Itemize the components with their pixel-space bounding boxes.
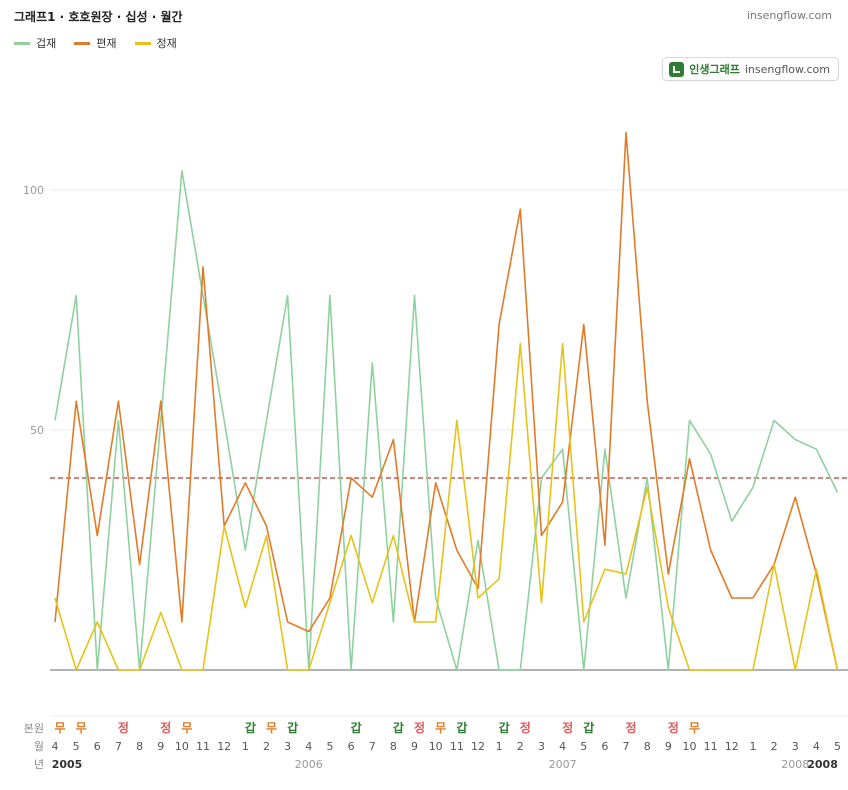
badge-site: insengflow.com bbox=[744, 62, 830, 76]
bonwon-label: 무 bbox=[76, 721, 87, 735]
bonwon-label: 무 bbox=[181, 721, 192, 735]
month-tick-label: 3 bbox=[284, 740, 291, 753]
month-tick-label: 8 bbox=[644, 740, 651, 753]
bonwon-label: 갑 bbox=[351, 721, 362, 735]
series-line-1 bbox=[54, 131, 839, 671]
month-tick-label: 2 bbox=[771, 740, 778, 753]
month-tick-label: 1 bbox=[496, 740, 503, 753]
month-tick-label: 9 bbox=[665, 740, 672, 753]
badge-brand: 인생그래프 bbox=[689, 63, 740, 76]
series-line-2 bbox=[54, 342, 839, 671]
site-url[interactable]: insengflow.com bbox=[746, 9, 832, 22]
month-tick-label: 10 bbox=[429, 740, 443, 753]
year-label: 2007 bbox=[549, 758, 577, 771]
y-tick-label: 100 bbox=[23, 184, 44, 197]
month-tick-label: 8 bbox=[136, 740, 143, 753]
month-tick-label: 12 bbox=[217, 740, 231, 753]
bonwon-label: 무 bbox=[54, 721, 65, 735]
month-tick-label: 3 bbox=[538, 740, 545, 753]
bonwon-label: 정 bbox=[414, 720, 425, 735]
brand-badge[interactable]: 인생그래프 insengflow.com bbox=[662, 57, 839, 81]
month-tick-label: 11 bbox=[704, 740, 718, 753]
month-tick-label: 12 bbox=[725, 740, 739, 753]
month-tick-label: 10 bbox=[683, 740, 697, 753]
month-tick-label: 1 bbox=[749, 740, 756, 753]
bonwon-label: 정 bbox=[160, 720, 171, 735]
bonwon-label: 정 bbox=[118, 720, 129, 735]
month-tick-label: 10 bbox=[175, 740, 189, 753]
month-tick-label: 6 bbox=[601, 740, 608, 753]
month-tick-label: 4 bbox=[52, 740, 59, 753]
bonwon-label: 무 bbox=[689, 721, 700, 735]
year-label: 2006 bbox=[295, 758, 323, 771]
month-tick-label: 2 bbox=[517, 740, 524, 753]
year-label: 2008 bbox=[807, 758, 838, 771]
month-tick-label: 1 bbox=[242, 740, 249, 753]
bonwon-label: 갑 bbox=[287, 721, 298, 735]
bonwon-label: 무 bbox=[435, 721, 446, 735]
bonwon-label: 정 bbox=[520, 720, 531, 735]
month-tick-label: 11 bbox=[450, 740, 464, 753]
month-tick-label: 9 bbox=[411, 740, 418, 753]
chart-icon bbox=[669, 61, 685, 77]
bonwon-label: 갑 bbox=[499, 721, 510, 735]
bonwon-label: 정 bbox=[668, 720, 679, 735]
month-tick-label: 9 bbox=[157, 740, 164, 753]
month-tick-label: 11 bbox=[196, 740, 210, 753]
bonwon-label: 무 bbox=[266, 721, 277, 735]
month-tick-label: 6 bbox=[348, 740, 355, 753]
bonwon-label: 갑 bbox=[456, 721, 467, 735]
month-tick-label: 6 bbox=[94, 740, 101, 753]
month-tick-label: 4 bbox=[813, 740, 820, 753]
month-tick-label: 3 bbox=[792, 740, 799, 753]
legend-swatch-geopjae bbox=[14, 41, 30, 45]
legend-swatch-jeongjae bbox=[134, 41, 151, 45]
legend-label-jeongjae: 정재 bbox=[156, 37, 177, 50]
bonwon-label: 갑 bbox=[245, 721, 256, 735]
month-tick-label: 4 bbox=[559, 740, 566, 753]
bonwon-label: 갑 bbox=[393, 721, 404, 735]
year-label: 2005 bbox=[52, 758, 83, 771]
month-tick-label: 7 bbox=[115, 740, 122, 753]
month-tick-label: 4 bbox=[305, 740, 312, 753]
bonwon-label: 정 bbox=[626, 720, 637, 735]
month-tick-label: 5 bbox=[834, 740, 841, 753]
month-tick-label: 7 bbox=[623, 740, 630, 753]
year-label: 2008 bbox=[781, 758, 809, 771]
legend-item-jeongjae[interactable]: 정재 bbox=[134, 35, 177, 51]
month-tick-label: 8 bbox=[390, 740, 397, 753]
row-label-month: 월 bbox=[34, 740, 44, 753]
row-label-year: 년 bbox=[34, 758, 44, 771]
bonwon-label: 정 bbox=[562, 720, 573, 735]
legend-item-pyeonjae[interactable]: 편재 bbox=[74, 35, 117, 51]
y-tick-label: 50 bbox=[30, 424, 44, 437]
month-tick-label: 2 bbox=[263, 740, 270, 753]
legend-label-geopjae: 겁재 bbox=[36, 37, 57, 50]
month-tick-label: 12 bbox=[471, 740, 485, 753]
month-tick-label: 5 bbox=[73, 740, 80, 753]
month-tick-label: 7 bbox=[369, 740, 376, 753]
series-line-0 bbox=[54, 170, 839, 671]
bonwon-label: 갑 bbox=[583, 721, 594, 735]
legend-swatch-pyeonjae bbox=[74, 41, 91, 45]
legend-item-geopjae[interactable]: 겁재 bbox=[14, 35, 56, 51]
legend: 겁재 편재 정재 bbox=[14, 35, 177, 51]
row-label-bonwon: 본원 bbox=[24, 722, 44, 735]
month-tick-label: 5 bbox=[580, 740, 587, 753]
page-title: 그래프1 · 호호원장 · 십성 · 월간 bbox=[14, 10, 183, 24]
legend-label-pyeonjae: 편재 bbox=[96, 37, 117, 50]
month-tick-label: 5 bbox=[326, 740, 333, 753]
